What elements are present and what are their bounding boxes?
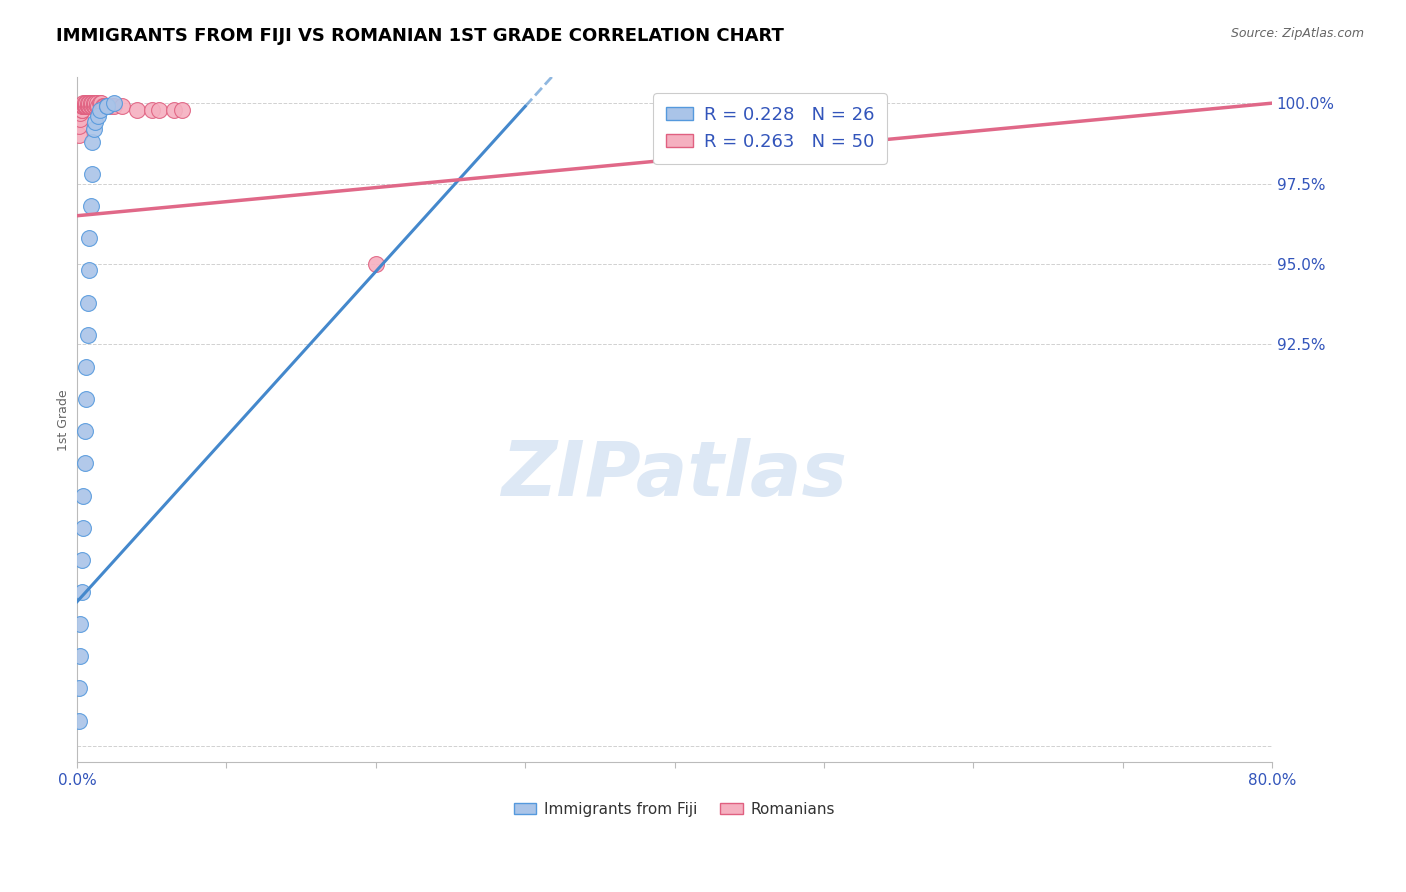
Legend: Immigrants from Fiji, Romanians: Immigrants from Fiji, Romanians — [508, 796, 842, 823]
Point — [103, 99, 125, 113]
Point — [77, 99, 100, 113]
Point — [91, 99, 114, 113]
Point — [77, 263, 100, 277]
Point — [84, 96, 107, 111]
Point — [77, 96, 100, 111]
Point — [79, 199, 101, 213]
Point — [79, 99, 101, 113]
Point — [86, 99, 108, 113]
Point — [69, 105, 91, 120]
Point — [76, 327, 98, 342]
Y-axis label: 1st Grade: 1st Grade — [58, 389, 70, 450]
Point — [77, 99, 100, 113]
Point — [69, 112, 91, 127]
Point — [69, 649, 91, 664]
Point — [125, 103, 148, 117]
Point — [103, 96, 125, 111]
Point — [98, 99, 121, 113]
Point — [111, 99, 134, 113]
Point — [96, 99, 118, 113]
Point — [67, 714, 90, 728]
Point — [73, 96, 96, 111]
Point — [70, 553, 93, 567]
Point — [83, 99, 105, 113]
Point — [75, 392, 97, 406]
Point — [80, 96, 103, 111]
Point — [94, 99, 117, 113]
Point — [75, 99, 97, 113]
Point — [70, 103, 93, 117]
Point — [72, 99, 94, 113]
Text: Source: ZipAtlas.com: Source: ZipAtlas.com — [1230, 27, 1364, 40]
Point — [75, 96, 97, 111]
Point — [79, 96, 101, 111]
Point — [70, 103, 93, 117]
Point — [163, 103, 186, 117]
Point — [87, 99, 110, 113]
Point — [90, 99, 112, 113]
Point — [75, 359, 97, 374]
Point — [70, 585, 93, 599]
Point — [83, 122, 105, 136]
Point — [170, 103, 193, 117]
Point — [72, 521, 94, 535]
Point — [73, 456, 96, 470]
Point — [73, 99, 96, 113]
Point — [67, 128, 90, 143]
Point — [72, 489, 94, 503]
Text: ZIPatlas: ZIPatlas — [502, 438, 848, 512]
Point — [80, 135, 103, 149]
Point — [93, 99, 115, 113]
Point — [90, 96, 112, 111]
Point — [77, 231, 100, 245]
Point — [83, 96, 105, 111]
Point — [73, 424, 96, 438]
Point — [80, 167, 103, 181]
Point — [73, 99, 96, 113]
Point — [76, 99, 98, 113]
Point — [72, 99, 94, 113]
Point — [76, 96, 98, 111]
Text: IMMIGRANTS FROM FIJI VS ROMANIAN 1ST GRADE CORRELATION CHART: IMMIGRANTS FROM FIJI VS ROMANIAN 1ST GRA… — [56, 27, 785, 45]
Point — [364, 257, 387, 271]
Point — [70, 99, 93, 113]
Point — [75, 99, 97, 113]
Point — [96, 99, 118, 113]
Point — [69, 617, 91, 632]
Point — [96, 99, 118, 113]
Point — [87, 109, 110, 123]
Point — [76, 295, 98, 310]
Point — [67, 119, 90, 133]
Point — [86, 96, 108, 111]
Point — [80, 99, 103, 113]
Point — [89, 96, 111, 111]
Point — [89, 103, 111, 117]
Point — [84, 99, 107, 113]
Point — [73, 99, 96, 113]
Point — [67, 681, 90, 696]
Point — [76, 99, 98, 113]
Point — [84, 115, 107, 129]
Point — [72, 96, 94, 111]
Point — [148, 103, 170, 117]
Point — [141, 103, 163, 117]
